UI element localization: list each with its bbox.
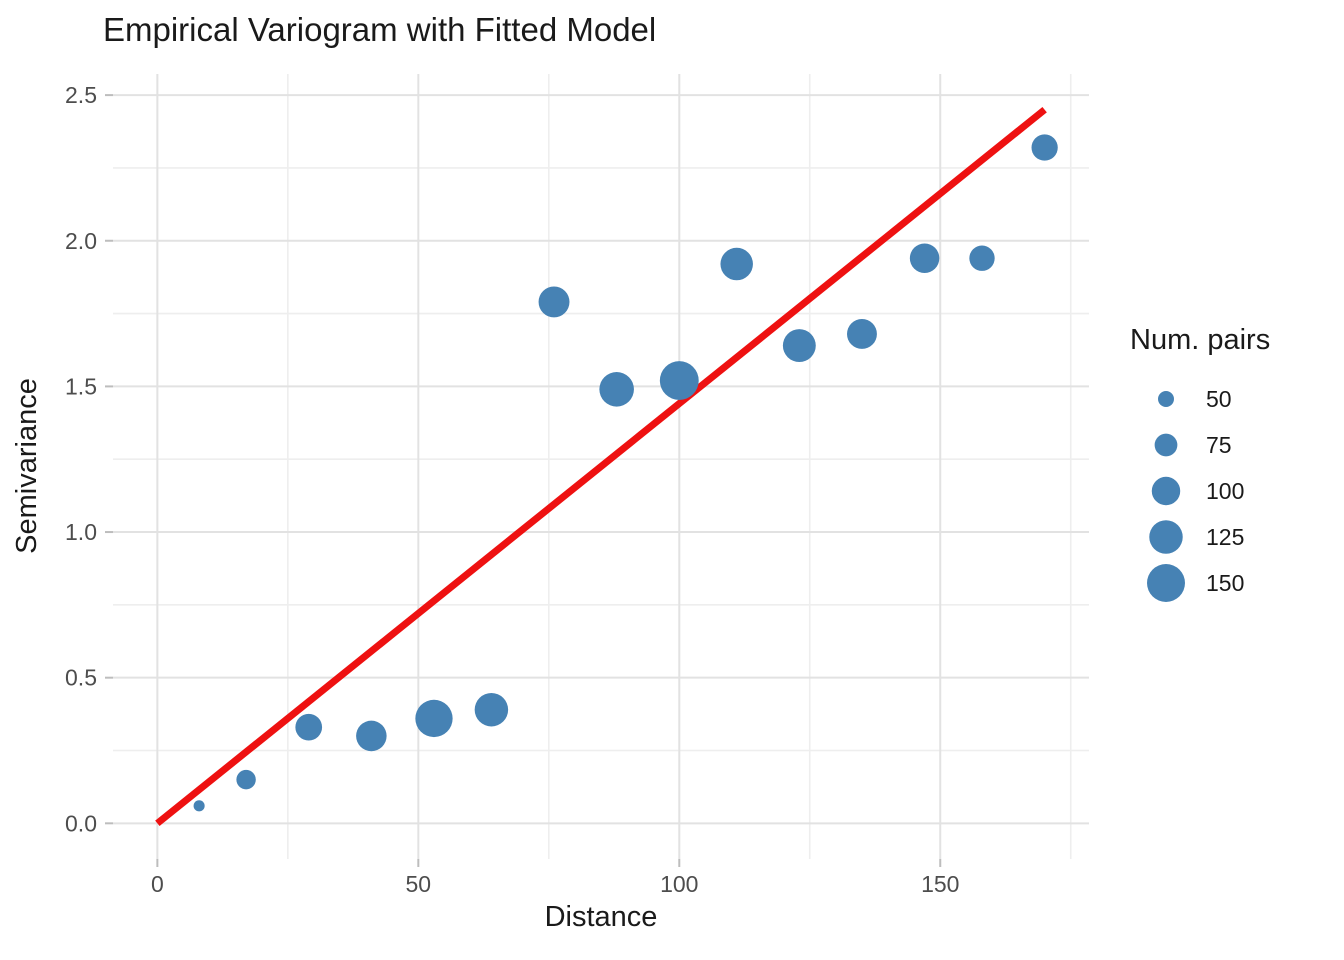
fitted-line [155, 106, 1047, 827]
x-tick-label: 100 [660, 871, 698, 897]
y-tick-label: 0.0 [65, 810, 97, 836]
data-point [193, 800, 205, 812]
legend-items: 50 75 100 125 150 [1130, 376, 1344, 606]
legend-circle-icon [1158, 391, 1174, 407]
data-point [909, 243, 940, 273]
y-tick-label: 0.5 [65, 665, 97, 691]
x-tick-label: 50 [406, 871, 432, 897]
legend-item-label: 125 [1206, 523, 1245, 550]
y-tick-label: 1.0 [65, 519, 97, 545]
legend-item: 75 [1130, 422, 1344, 468]
legend-circle-icon [1149, 520, 1183, 554]
data-point [782, 329, 816, 363]
data-point [538, 286, 570, 318]
legend-size-swatch [1147, 564, 1185, 602]
legend-item-label: 50 [1206, 385, 1232, 412]
data-point [415, 699, 453, 738]
legend-circle-icon [1151, 476, 1181, 506]
data-point [599, 372, 634, 407]
plot-title: Empirical Variogram with Fitted Model [103, 11, 657, 48]
x-tick-label: 0 [151, 871, 164, 897]
legend-swatch-cell [1130, 469, 1202, 513]
x-axis-title: Distance [544, 901, 658, 933]
x-tick-label: 150 [921, 871, 959, 897]
legend: Num. pairs 50 75 100 125 150 [1130, 322, 1344, 606]
data-point [720, 247, 753, 281]
legend-item: 150 [1130, 560, 1344, 606]
legend-item-label: 100 [1206, 477, 1245, 504]
legend-swatch-cell [1130, 515, 1202, 559]
legend-swatch-cell [1130, 423, 1202, 467]
y-tick-label: 2.0 [65, 228, 97, 254]
data-point [659, 361, 699, 400]
y-tick-label: 2.5 [65, 82, 97, 108]
y-tick-label: 1.5 [65, 373, 97, 399]
legend-item-label: 75 [1206, 431, 1232, 458]
legend-size-swatch [1151, 476, 1181, 506]
legend-circle-icon [1154, 433, 1178, 457]
legend-item: 125 [1130, 514, 1344, 560]
data-point [356, 720, 387, 752]
legend-swatch-cell [1130, 377, 1202, 421]
legend-item: 100 [1130, 468, 1344, 514]
legend-size-swatch [1149, 520, 1183, 554]
legend-swatch-cell [1130, 561, 1202, 605]
data-point [969, 245, 995, 271]
data-point [236, 769, 256, 790]
legend-item-label: 150 [1206, 569, 1245, 596]
legend-title: Num. pairs [1130, 324, 1271, 356]
legend-size-swatch [1158, 391, 1174, 407]
data-point [295, 713, 323, 741]
data-point [474, 692, 509, 727]
data-point [847, 319, 877, 349]
legend-size-swatch [1154, 433, 1178, 457]
data-point [1031, 134, 1058, 161]
legend-circle-icon [1147, 564, 1185, 602]
legend-item: 50 [1130, 376, 1344, 422]
